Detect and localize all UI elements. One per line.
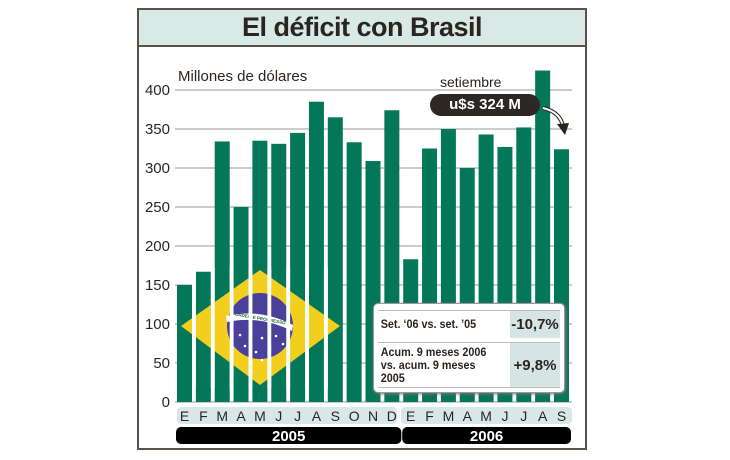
- y-tick-label: 400: [145, 82, 170, 99]
- x-tick-label: J: [501, 408, 508, 424]
- bar-gap: [192, 268, 196, 388]
- flag-star: [254, 350, 258, 354]
- x-tick-label: F: [425, 408, 434, 424]
- info-box: Set. ‘06 vs. set. ’05 -10,7% Acum. 9 mes…: [373, 303, 565, 393]
- x-tick-label: S: [557, 408, 566, 424]
- x-tick-label: A: [312, 408, 322, 424]
- info-value: +9,8%: [510, 343, 560, 387]
- y-tick-label: 0: [162, 394, 170, 411]
- x-tick-label: M: [480, 408, 492, 424]
- year-label: 2006: [470, 428, 503, 445]
- info-row: Set. ‘06 vs. set. ’05 -10,7%: [378, 310, 560, 338]
- flag-globe: [227, 293, 293, 359]
- chart-title: El déficit con Brasil: [139, 10, 585, 47]
- y-tick-label: 150: [145, 277, 170, 294]
- x-tick-label: E: [180, 408, 189, 424]
- x-tick-label: J: [520, 408, 527, 424]
- x-tick-label: E: [406, 408, 415, 424]
- y-axis-label: Millones de dólares: [178, 68, 308, 85]
- x-tick-label: J: [275, 408, 282, 424]
- bar: [308, 101, 324, 402]
- info-text: Acum. 9 meses 2006 vs. acum. 9 meses 200…: [380, 344, 487, 385]
- bar: [327, 117, 343, 403]
- y-tick-label: 250: [145, 199, 170, 216]
- bar: [177, 285, 192, 402]
- info-text: Set. ‘06 vs. set. ’05: [380, 317, 477, 331]
- annotation-label: setiembre: [440, 74, 502, 90]
- x-tick-label: A: [463, 408, 473, 424]
- y-tick-label: 200: [145, 238, 170, 255]
- y-tick-label: 50: [153, 355, 170, 372]
- bar: [214, 141, 230, 403]
- bar-gap: [248, 268, 253, 388]
- brazil-flag: ORDEM E PROGRESSO: [181, 268, 340, 388]
- bar: [290, 132, 306, 402]
- annotation-value: u$s 324 M: [430, 94, 540, 116]
- month-band: [177, 407, 397, 424]
- bar-gap: [305, 268, 309, 388]
- month-band: [401, 407, 572, 424]
- bar-gap: [210, 268, 215, 388]
- flag-banner: [226, 313, 293, 331]
- bar-gap: [323, 268, 328, 388]
- info-value: -10,7%: [510, 311, 560, 338]
- y-tick-label: 300: [145, 160, 170, 177]
- flag-star: [274, 334, 278, 338]
- bar-gap: [286, 268, 291, 388]
- x-tick-label: O: [349, 408, 360, 424]
- x-tick-label: D: [387, 408, 397, 424]
- year-label: 2005: [272, 428, 305, 445]
- x-tick-label: A: [236, 408, 246, 424]
- y-tick-label: 350: [145, 121, 170, 138]
- year-bar: [176, 427, 402, 444]
- x-tick-label: M: [254, 408, 266, 424]
- flag-star: [281, 342, 285, 346]
- x-tick-label: N: [368, 408, 378, 424]
- bar: [346, 142, 362, 402]
- info-row: Acum. 9 meses 2006 vs. acum. 9 meses 200…: [378, 342, 560, 388]
- x-tick-label: A: [538, 408, 548, 424]
- bar-gap: [229, 268, 234, 388]
- flag-star: [260, 336, 264, 340]
- bar-gap: [267, 268, 272, 388]
- x-tick-label: M: [216, 408, 228, 424]
- x-tick-label: J: [294, 408, 301, 424]
- flag-star: [260, 358, 264, 362]
- x-tick-label: F: [199, 408, 208, 424]
- flag-star: [238, 333, 242, 337]
- year-bar: [402, 427, 571, 444]
- x-tick-label: M: [443, 408, 455, 424]
- flag-star: [243, 344, 247, 348]
- x-tick-label: S: [331, 408, 340, 424]
- y-tick-label: 100: [145, 316, 170, 333]
- arrow-head: [557, 123, 569, 135]
